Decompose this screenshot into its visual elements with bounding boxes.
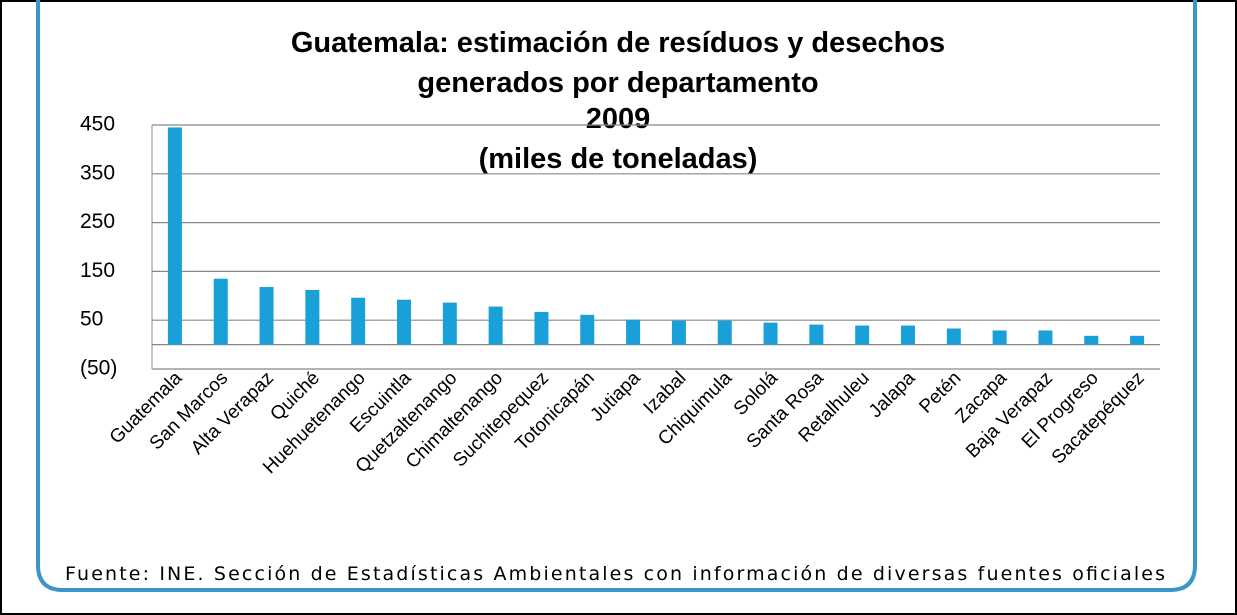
bar (259, 287, 274, 345)
bar (305, 289, 320, 345)
y-tick-label: (50) (80, 357, 117, 380)
bar (397, 299, 411, 345)
chart-title: Guatemala: estimación de resíduos y dese… (291, 27, 945, 59)
panel-border (36, 0, 1197, 592)
bar (671, 320, 686, 345)
y-tick-label: 50 (80, 308, 103, 331)
chart-title: (miles de toneladas) (479, 143, 758, 175)
bar (488, 306, 503, 345)
bar (626, 319, 641, 345)
y-tick-label: 250 (80, 210, 115, 233)
bar (1038, 330, 1053, 345)
bar (946, 328, 961, 345)
y-tick-label: 350 (80, 161, 115, 184)
bar (809, 324, 824, 345)
bar (580, 314, 595, 345)
chart-title: generados por departamento (417, 67, 818, 99)
y-tick-label: 450 (80, 113, 115, 136)
bar (992, 330, 1007, 345)
chart-title: 2009 (586, 103, 651, 135)
bar (213, 278, 228, 345)
bar (167, 127, 182, 345)
bar (1130, 335, 1145, 345)
y-tick-label: 150 (80, 259, 115, 282)
bar (763, 322, 778, 345)
bar (442, 302, 457, 345)
bar (534, 311, 549, 345)
bar (1084, 335, 1099, 345)
source-note: Fuente: INE. Sección de Estadísticas Amb… (65, 563, 1165, 585)
bar (901, 325, 915, 345)
bar (717, 320, 732, 345)
bar (855, 325, 870, 345)
bar (351, 297, 366, 345)
